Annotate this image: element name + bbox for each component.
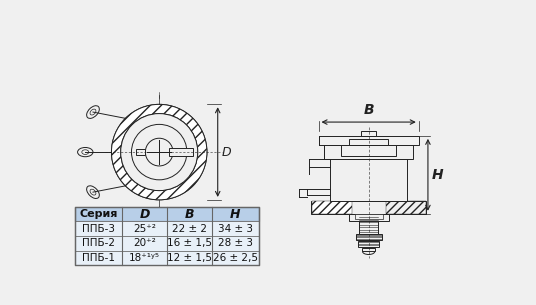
Ellipse shape	[82, 150, 89, 154]
Text: 20⁺²: 20⁺²	[133, 238, 156, 248]
Bar	[355, 214, 383, 219]
Circle shape	[111, 104, 207, 200]
Bar	[330, 159, 407, 201]
Text: H: H	[230, 208, 241, 221]
Text: 12 ± 1,5: 12 ± 1,5	[167, 253, 212, 263]
Bar	[358, 242, 379, 247]
Circle shape	[121, 113, 198, 191]
Text: 25⁺²: 25⁺²	[133, 224, 156, 234]
Bar	[311, 201, 427, 214]
Bar	[75, 221, 259, 236]
Ellipse shape	[78, 148, 93, 157]
Text: 26 ± 2,5: 26 ± 2,5	[213, 253, 258, 263]
Bar	[311, 201, 352, 214]
Text: ППБ-2: ППБ-2	[82, 238, 115, 248]
Bar	[75, 236, 259, 251]
Circle shape	[131, 124, 187, 180]
Text: Серия: Серия	[79, 209, 117, 219]
Text: 22 ± 2: 22 ± 2	[172, 224, 207, 234]
Text: B: B	[363, 103, 374, 117]
Bar	[385, 201, 426, 214]
Ellipse shape	[87, 106, 99, 118]
Bar	[169, 148, 193, 156]
Text: 34 ± 3: 34 ± 3	[218, 224, 253, 234]
Text: 28 ± 3: 28 ± 3	[218, 238, 253, 248]
Bar	[75, 251, 259, 265]
Text: ППБ-3: ППБ-3	[82, 224, 115, 234]
Circle shape	[145, 138, 173, 166]
Text: ППБ-1: ППБ-1	[82, 253, 115, 263]
Text: 18⁺¹ʸ⁵: 18⁺¹ʸ⁵	[129, 253, 160, 263]
Bar	[324, 145, 413, 159]
Bar	[349, 139, 388, 145]
Bar	[311, 201, 352, 214]
Bar	[136, 149, 145, 155]
Bar	[361, 131, 376, 136]
Bar	[360, 214, 378, 234]
Bar	[75, 207, 259, 221]
Bar	[318, 136, 419, 145]
Text: 16 ± 1,5: 16 ± 1,5	[167, 238, 212, 248]
Text: B: B	[184, 208, 194, 221]
Bar	[348, 214, 389, 221]
Bar	[362, 248, 375, 251]
Bar	[355, 234, 382, 240]
Ellipse shape	[90, 109, 96, 115]
Text: H: H	[432, 168, 443, 182]
Text: D: D	[139, 208, 150, 221]
Text: D: D	[221, 145, 231, 159]
Bar	[75, 207, 259, 265]
Ellipse shape	[90, 189, 96, 195]
Bar	[341, 145, 396, 156]
Ellipse shape	[87, 186, 99, 199]
